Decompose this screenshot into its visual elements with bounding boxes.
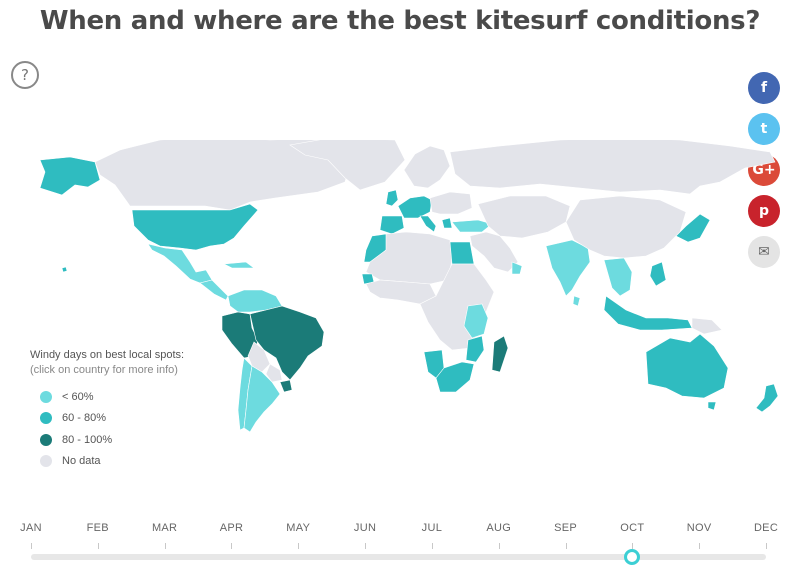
region-scandinavia[interactable]: [403, 145, 451, 189]
legend-swatch-nodata: [40, 455, 52, 468]
legend-label-low: < 60%: [62, 390, 94, 403]
legend-swatch-mid: [40, 412, 52, 425]
month-tick: [31, 543, 32, 549]
legend-label-mid: 60 - 80%: [62, 412, 107, 425]
month-label-feb[interactable]: FEB: [86, 522, 109, 534]
region-alaska[interactable]: [39, 156, 101, 196]
region-philippines[interactable]: [649, 261, 667, 287]
region-brazil[interactable]: [249, 305, 325, 381]
month-axis: JAN FEB MAR APR MAY JUN JUL AUG SEP OCT …: [0, 522, 800, 552]
legend-item-low: < 60%: [40, 386, 184, 408]
region-new-zealand[interactable]: [755, 383, 779, 413]
region-central-america[interactable]: [199, 279, 229, 301]
region-japan[interactable]: [675, 213, 711, 243]
month-label-sep[interactable]: SEP: [554, 522, 577, 534]
month-label-oct[interactable]: OCT: [620, 522, 645, 534]
region-south-africa[interactable]: [435, 361, 475, 393]
twitter-share-button[interactable]: t: [748, 113, 780, 145]
region-australia[interactable]: [645, 333, 729, 399]
legend-item-mid: 60 - 80%: [40, 408, 184, 430]
region-canada[interactable]: [94, 140, 351, 211]
region-middle-east[interactable]: [469, 231, 519, 273]
region-greenland[interactable]: [289, 140, 406, 191]
region-sri-lanka[interactable]: [572, 295, 581, 307]
month-tick: [164, 543, 166, 549]
region-paraguay[interactable]: [265, 363, 283, 383]
email-share-button[interactable]: ✉: [748, 236, 780, 268]
region-china[interactable]: [565, 195, 687, 259]
region-uk[interactable]: [385, 189, 399, 207]
region-west-africa[interactable]: [365, 279, 437, 305]
region-mexico[interactable]: [147, 243, 213, 284]
month-tick: [365, 543, 367, 549]
month-tick: [431, 543, 433, 549]
facebook-share-button[interactable]: f: [748, 72, 780, 104]
region-papua[interactable]: [691, 317, 723, 335]
region-hawaii[interactable]: [61, 266, 68, 273]
legend-subtitle: (click on country for more info): [30, 364, 178, 376]
region-india[interactable]: [545, 239, 591, 297]
month-label-may[interactable]: MAY: [286, 522, 311, 534]
month-tick: [699, 543, 701, 549]
envelope-icon: ✉: [758, 244, 770, 260]
legend-swatch-high: [40, 433, 52, 446]
month-label-jun[interactable]: JUN: [353, 522, 377, 534]
month-label-apr[interactable]: APR: [219, 522, 244, 534]
month-slider-thumb[interactable]: [624, 549, 641, 565]
region-mozambique[interactable]: [465, 335, 485, 363]
month-tick: [298, 543, 300, 549]
region-italy[interactable]: [419, 215, 437, 233]
region-uruguay[interactable]: [279, 379, 293, 393]
region-western-europe[interactable]: [397, 195, 433, 219]
region-indonesia[interactable]: [603, 295, 693, 331]
world-map: [39, 140, 779, 433]
region-eastern-europe[interactable]: [429, 191, 473, 215]
month-label-jul[interactable]: JUL: [421, 522, 443, 534]
region-southeast-asia[interactable]: [603, 257, 633, 297]
month-tick: [632, 543, 634, 549]
region-argentina[interactable]: [243, 365, 281, 433]
region-oman[interactable]: [511, 261, 523, 275]
month-tick: [97, 543, 99, 549]
region-egypt[interactable]: [449, 241, 475, 265]
month-tick: [498, 543, 500, 549]
month-tick: [565, 543, 567, 549]
month-tick: [231, 543, 233, 549]
share-bar: f t G+ p ✉: [748, 72, 782, 277]
region-central-asia[interactable]: [477, 195, 571, 239]
legend-title: Windy days on best local spots:: [30, 349, 185, 361]
legend-swatch-low: [40, 390, 52, 403]
region-russia[interactable]: [449, 140, 776, 195]
legend-label-nodata: No data: [62, 455, 101, 468]
month-label-mar[interactable]: MAR: [151, 522, 178, 534]
month-label-nov[interactable]: NOV: [686, 522, 712, 534]
help-button[interactable]: ?: [11, 61, 39, 89]
pinterest-share-button[interactable]: p: [748, 195, 780, 227]
month-tick: [766, 543, 767, 549]
page-title: When and where are the best kitesurf con…: [39, 6, 761, 36]
month-label-aug[interactable]: AUG: [486, 522, 512, 534]
legend-label-high: 80 - 100%: [62, 433, 113, 446]
region-kenya-tanzania[interactable]: [463, 303, 489, 339]
legend-item-nodata: No data: [40, 451, 184, 473]
month-label-jan[interactable]: JAN: [20, 522, 42, 534]
region-usa[interactable]: [131, 203, 259, 251]
region-tasmania[interactable]: [707, 401, 717, 411]
region-turkey[interactable]: [451, 219, 493, 233]
pinterest-icon: p: [758, 203, 770, 219]
twitter-icon: t: [760, 121, 768, 137]
map-legend: Windy days on best local spots: (click o…: [30, 348, 184, 472]
region-cuba[interactable]: [222, 261, 255, 269]
legend-item-high: 80 - 100%: [40, 429, 184, 451]
month-label-dec[interactable]: DEC: [753, 522, 779, 534]
region-madagascar[interactable]: [491, 335, 509, 373]
google-plus-icon: G+: [752, 162, 776, 178]
month-slider-track[interactable]: [31, 554, 766, 560]
facebook-icon: f: [760, 80, 768, 96]
region-greece[interactable]: [441, 217, 453, 229]
region-iberia[interactable]: [379, 215, 405, 235]
